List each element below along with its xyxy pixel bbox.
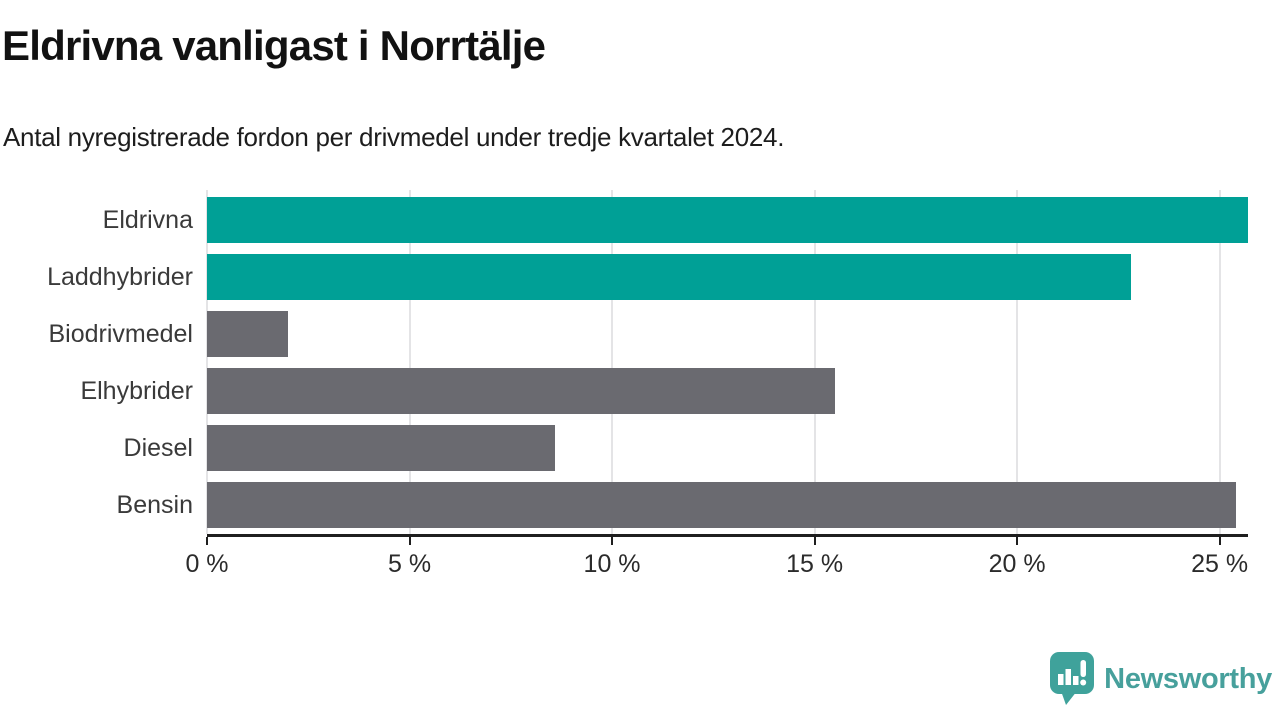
axis-tick	[408, 537, 411, 545]
axis-tick	[1016, 537, 1019, 545]
gridline	[408, 190, 411, 534]
newsworthy-logo: Newsworthy	[1050, 652, 1272, 706]
plot-area	[206, 190, 1248, 537]
page-subtitle: Antal nyregistrerade fordon per drivmede…	[3, 122, 785, 152]
axis-tick	[1218, 537, 1221, 545]
bar-diesel	[207, 425, 556, 471]
bar-chart-speech-bubble-icon	[1050, 652, 1095, 705]
gridline	[206, 190, 208, 534]
bar-elhybrider	[207, 368, 835, 414]
gridline	[1016, 190, 1019, 534]
axis-tick	[813, 537, 816, 545]
y-axis-labels: Eldrivna Laddhybrider Biodrivmedel Elhybrid…	[0, 190, 193, 534]
x-tick-label: 0 %	[185, 550, 229, 578]
brand-name: Newsworthy	[1104, 662, 1272, 695]
gridline	[1218, 190, 1221, 534]
x-tick-label: 10 %	[583, 550, 641, 578]
x-tick-label: 5 %	[387, 550, 432, 578]
bar-laddhybrider	[207, 254, 1131, 300]
category-label: Diesel	[123, 434, 193, 462]
gridline	[611, 190, 614, 534]
category-label: Biodrivmedel	[48, 320, 193, 348]
bar-bensin	[207, 482, 1236, 528]
axis-tick	[611, 537, 614, 545]
axis-tick	[206, 537, 208, 545]
bar-eldrivna	[207, 197, 1248, 243]
category-label: Elhybrider	[80, 377, 193, 405]
x-tick-label: 25 %	[1191, 550, 1249, 578]
category-label: Bensin	[116, 491, 193, 519]
page-title: Eldrivna vanligast i Norrtälje	[2, 22, 546, 69]
x-tick-label: 15 %	[786, 550, 844, 578]
bar-biodrivmedel	[207, 311, 288, 357]
x-tick-label: 20 %	[988, 550, 1046, 578]
category-label: Eldrivna	[102, 206, 193, 234]
x-axis: 0 % 5 % 10 % 15 % 20 % 25 %	[185, 537, 1249, 587]
gridline	[813, 190, 816, 534]
category-label: Laddhybrider	[47, 263, 193, 291]
